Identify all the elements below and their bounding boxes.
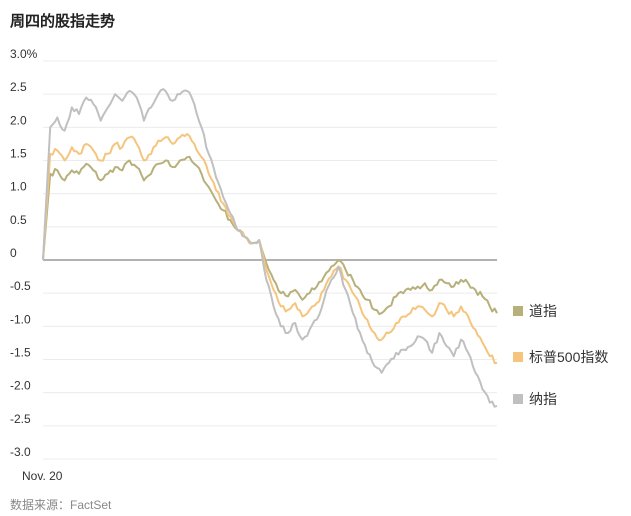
y-tick-label: -2.5 [10, 412, 31, 426]
y-tick-label: 3.0% [10, 47, 38, 61]
legend-swatch [513, 352, 523, 362]
legend-swatch [513, 306, 523, 316]
legend-label: 道指 [529, 303, 557, 319]
data-source: 数据来源：FactSet [10, 498, 112, 512]
legend-label: 标普500指数 [529, 349, 608, 365]
series-line-1 [42, 133, 498, 365]
y-tick-label: 2.0 [10, 113, 27, 127]
y-axis-ticks: 3.0% 2.5 2.0 1.5 1.0 0.5 0 -0.5 -1.0 -1.5 -2.0 -2.5… [10, 47, 38, 459]
legend-swatch [513, 394, 523, 404]
y-tick-label: 0 [10, 246, 17, 260]
y-tick-label: -2.0 [10, 379, 31, 393]
x-axis-ticks: Nov. 20 [22, 469, 63, 483]
series-line-0 [42, 155, 498, 316]
series-lines [42, 88, 498, 408]
y-tick-label: -3.0 [10, 445, 31, 459]
y-tick-label: -1.0 [10, 312, 31, 326]
chart-title: 周四的股指走势 [10, 13, 116, 30]
y-tick-label: 1.0 [10, 180, 27, 194]
y-tick-label: -0.5 [10, 279, 31, 293]
y-tick-label: 2.5 [10, 80, 27, 94]
grid-lines [43, 60, 497, 460]
y-tick-label: -1.5 [10, 346, 31, 360]
x-tick-label: Nov. 20 [22, 469, 63, 483]
series-line-2 [42, 88, 498, 408]
y-tick-label: 1.5 [10, 147, 27, 161]
legend-label: 纳指 [529, 391, 557, 407]
y-tick-label: 0.5 [10, 213, 27, 227]
